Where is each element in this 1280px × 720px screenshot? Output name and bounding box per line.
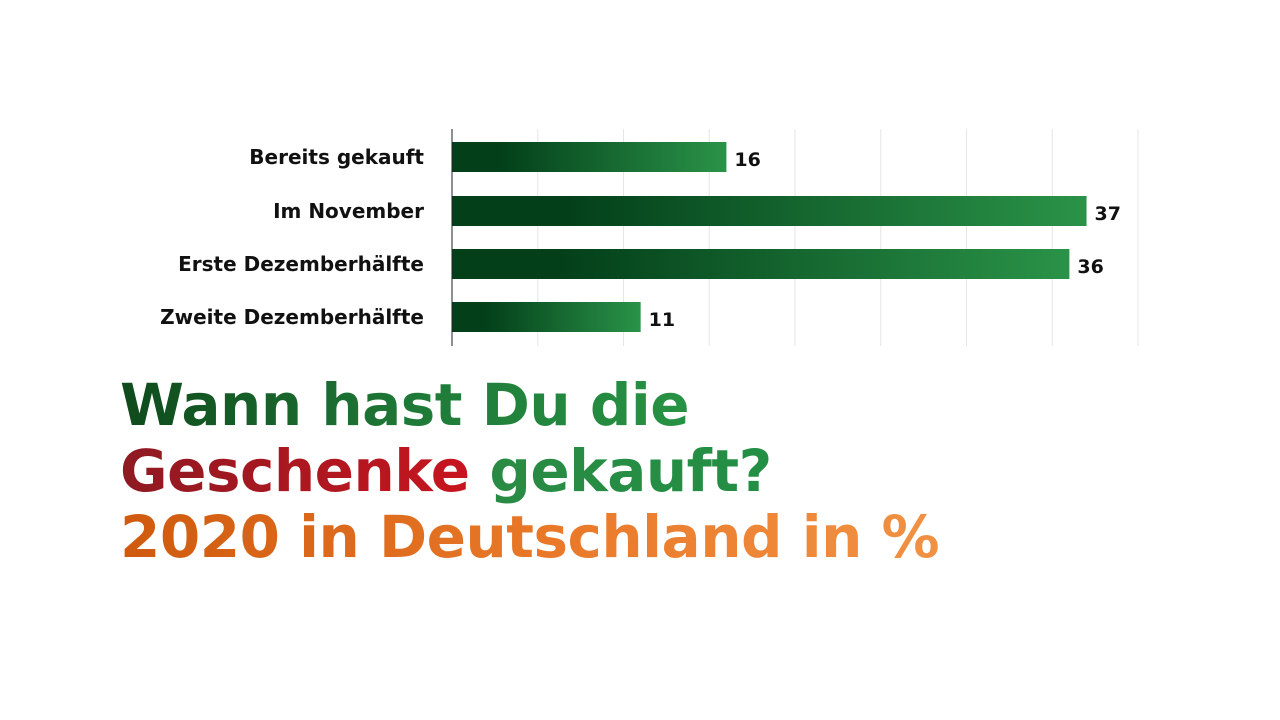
bars <box>452 142 1087 332</box>
title-line-3-text: 2020 in Deutschland in % <box>120 503 940 571</box>
value-labels: 16 37 36 11 <box>649 149 1121 331</box>
title-line-2-text: gekauft? <box>469 437 772 505</box>
category-label: Zweite Dezemberhälfte <box>160 305 424 329</box>
value-label: 37 <box>1095 203 1121 225</box>
title-line-2: Geschenke gekauft? <box>120 438 939 504</box>
bar <box>452 249 1070 279</box>
title-line-3: 2020 in Deutschland in % <box>120 503 940 571</box>
category-label: Bereits gekauft <box>249 145 424 169</box>
bar <box>452 302 641 332</box>
title-line-1-text: Wann hast Du die <box>120 371 690 439</box>
category-labels: Bereits gekauft Im November Erste Dezember… <box>160 145 424 329</box>
value-label: 36 <box>1077 256 1103 278</box>
bar <box>452 196 1087 226</box>
bar <box>452 142 727 172</box>
chart-title: Wann hast Du die Geschenke gekauft? 2020… <box>120 372 940 571</box>
category-label: Erste Dezemberhälfte <box>178 252 424 276</box>
value-label: 16 <box>734 149 760 171</box>
title-line-2-highlight: Geschenke <box>120 437 470 505</box>
bar-chart: Bereits gekauft Im November Erste Dezember… <box>160 129 1139 346</box>
title-line-1: Wann hast Du die <box>120 372 939 438</box>
category-label: Im November <box>273 199 424 223</box>
value-label: 11 <box>649 309 675 331</box>
